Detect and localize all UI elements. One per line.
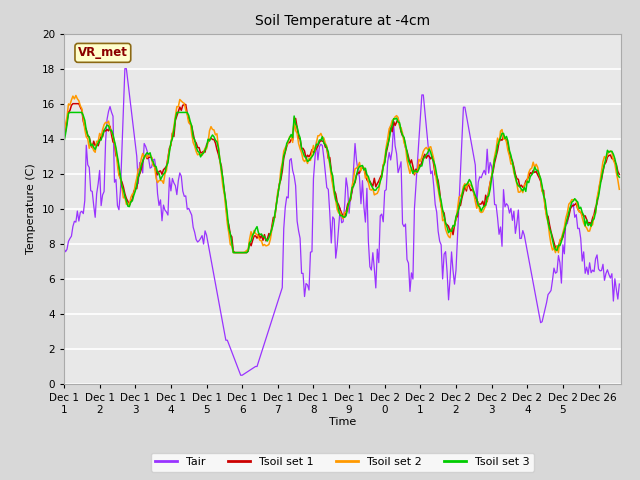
Tair <box>198 233 206 239</box>
Tsoil set 2 <box>229 250 237 255</box>
X-axis label: Time: Time <box>329 418 356 427</box>
Tsoil set 3 <box>253 224 261 229</box>
Tsoil set 2 <box>198 153 206 158</box>
Tsoil set 3 <box>60 139 68 145</box>
Tsoil set 2 <box>396 123 403 129</box>
Tsoil set 1 <box>396 122 403 128</box>
Tsoil set 2 <box>340 209 348 215</box>
Tsoil set 2 <box>72 93 80 98</box>
Text: VR_met: VR_met <box>78 47 128 60</box>
Tsoil set 3 <box>198 151 206 157</box>
Tsoil set 1 <box>253 235 261 241</box>
Tsoil set 1 <box>241 250 249 255</box>
Line: Tsoil set 3: Tsoil set 3 <box>64 112 620 252</box>
Tsoil set 1 <box>60 134 68 140</box>
Tsoil set 3 <box>616 174 623 180</box>
Tsoil set 3 <box>241 250 249 255</box>
Tsoil set 3 <box>340 215 348 220</box>
Tair <box>596 268 604 274</box>
Tsoil set 3 <box>596 184 604 190</box>
Line: Tsoil set 2: Tsoil set 2 <box>64 96 620 252</box>
Tair <box>340 203 348 208</box>
Tsoil set 2 <box>596 179 604 185</box>
Tsoil set 1 <box>616 171 623 177</box>
Tsoil set 3 <box>66 109 74 115</box>
Tair <box>237 372 244 378</box>
Tsoil set 1 <box>596 180 604 186</box>
Tsoil set 1 <box>69 101 77 107</box>
Tair <box>241 371 249 376</box>
Line: Tsoil set 1: Tsoil set 1 <box>64 104 620 252</box>
Tair <box>253 364 261 370</box>
Tsoil set 3 <box>229 250 237 255</box>
Tsoil set 1 <box>198 149 206 155</box>
Tsoil set 2 <box>60 135 68 141</box>
Title: Soil Temperature at -4cm: Soil Temperature at -4cm <box>255 14 430 28</box>
Legend: Tair, Tsoil set 1, Tsoil set 2, Tsoil set 3: Tair, Tsoil set 1, Tsoil set 2, Tsoil se… <box>150 453 534 471</box>
Tsoil set 1 <box>340 214 348 220</box>
Tsoil set 1 <box>231 250 239 255</box>
Line: Tair: Tair <box>64 69 620 375</box>
Tsoil set 2 <box>241 249 249 255</box>
Tsoil set 3 <box>396 120 403 126</box>
Tair <box>396 165 403 171</box>
Tair <box>60 246 68 252</box>
Tair <box>616 281 623 287</box>
Tair <box>121 66 129 72</box>
Tsoil set 2 <box>616 186 623 192</box>
Tsoil set 2 <box>253 231 261 237</box>
Y-axis label: Temperature (C): Temperature (C) <box>26 163 36 254</box>
